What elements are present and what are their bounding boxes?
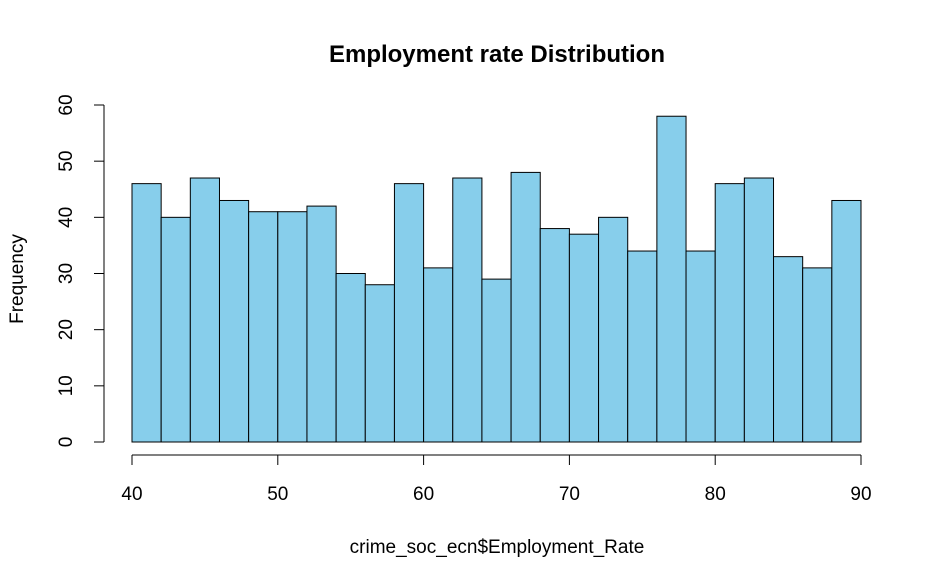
histogram-bar	[627, 250, 658, 443]
histogram-bar	[510, 171, 541, 443]
y-tick-label: 0	[56, 437, 77, 448]
chart-title: Employment rate Distribution	[329, 41, 665, 68]
histogram-bar	[131, 183, 162, 443]
histogram-bar	[306, 205, 337, 443]
histogram-bar	[160, 216, 191, 443]
histogram-bar	[802, 267, 833, 443]
histogram-bar	[218, 199, 250, 443]
histogram-bar	[248, 211, 279, 443]
x-tick-label: 50	[267, 484, 288, 505]
y-tick-label: 50	[56, 151, 77, 172]
histogram-bar	[481, 278, 512, 443]
y-tick-label: 20	[56, 319, 77, 340]
x-axis-label: crime_soc_ecn$Employment_Rate	[350, 537, 645, 558]
y-axis: 0 10 20 30 40 50 60	[56, 94, 105, 448]
histogram-bar	[364, 284, 395, 443]
histogram-bar	[568, 233, 600, 443]
y-tick-label: 60	[56, 94, 77, 115]
x-tick-label: 60	[413, 484, 434, 505]
histogram-bar	[714, 183, 745, 443]
histogram-bar	[773, 256, 804, 443]
x-tick-label: 80	[705, 484, 726, 505]
y-tick-label: 30	[56, 263, 77, 284]
histogram-bar	[189, 177, 220, 443]
bars-group	[131, 115, 862, 443]
histogram-bar	[539, 228, 570, 443]
histogram-bar	[393, 183, 425, 443]
histogram-bar	[598, 216, 629, 443]
histogram-bar	[277, 211, 308, 443]
histogram-bar	[656, 115, 687, 443]
x-tick-label: 90	[850, 484, 871, 505]
y-tick-label: 40	[56, 207, 77, 228]
x-tick-label: 40	[121, 484, 142, 505]
y-axis-label: Frequency	[7, 234, 28, 324]
y-tick-label: 10	[56, 375, 77, 396]
x-axis: 40 50 60 70 80 90	[121, 454, 872, 505]
histogram-bar	[685, 250, 716, 443]
histogram-bar	[452, 177, 483, 443]
histogram-bar	[743, 177, 775, 443]
histogram-bar	[831, 199, 862, 443]
histogram-bar	[335, 273, 366, 443]
x-tick-label: 70	[559, 484, 580, 505]
histogram-bar	[423, 267, 454, 443]
